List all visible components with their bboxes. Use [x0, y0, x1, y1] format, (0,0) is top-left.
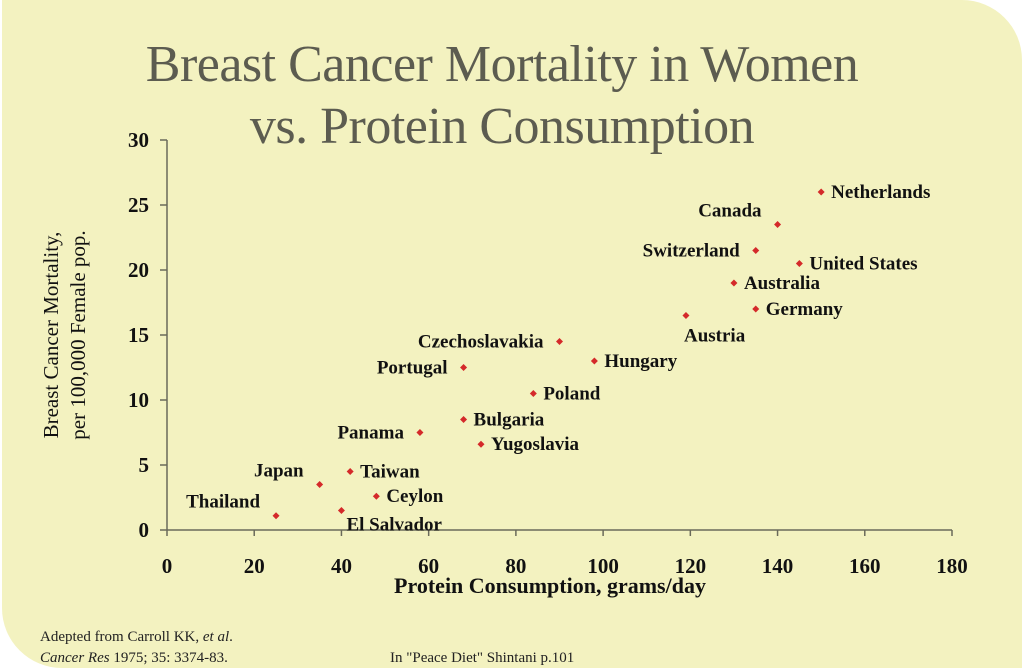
data-point-group: Australia — [730, 273, 820, 294]
data-point-marker — [817, 188, 825, 196]
book-reference: In "Peace Diet" Shintani p.101 — [390, 650, 575, 666]
data-point-group: Bulgaria — [460, 410, 545, 431]
y-tick-label: 5 — [139, 453, 150, 477]
data-point-marker — [460, 416, 468, 423]
x-tick-label: 40 — [331, 554, 352, 578]
source-citation-line-1: Adepted from Carroll KK, et al. — [40, 627, 233, 648]
data-point-label: Bulgaria — [474, 410, 545, 431]
data-point-label: El Salvador — [346, 515, 442, 536]
chart-title-line-2: vs. Protein Consumption — [249, 98, 755, 155]
citation-period: . — [229, 629, 233, 645]
data-point-label: Austria — [684, 326, 746, 347]
data-point-marker — [590, 357, 598, 365]
data-points: Netherlands Canada Switzerland United State… — [186, 182, 930, 536]
data-point-label: Thailand — [186, 492, 260, 513]
data-point-marker — [316, 481, 324, 488]
data-point-label: Netherlands — [831, 182, 930, 203]
x-tick-label: 160 — [849, 554, 881, 578]
data-point-marker — [372, 492, 380, 500]
data-point-label: Japan — [254, 461, 304, 482]
data-point-group: Germany — [752, 299, 843, 320]
y-tick-label: 20 — [128, 258, 149, 282]
data-point-marker — [795, 260, 803, 267]
data-point-label: Canada — [698, 201, 762, 222]
x-tick-label: 140 — [762, 554, 794, 578]
data-point-group: Switzerland — [643, 241, 760, 262]
citation-journal: Cancer Res — [40, 650, 110, 666]
data-point-label: Yugoslavia — [491, 434, 579, 455]
data-point-marker — [272, 512, 280, 520]
data-point-marker — [682, 312, 690, 319]
y-axis-title: Breast Cancer Mortality, per 100,000 Fem… — [39, 230, 90, 439]
y-axis-title-line-2: per 100,000 Female pop. — [66, 230, 90, 439]
data-point-marker — [752, 305, 760, 313]
data-point-group: Portugal — [377, 358, 468, 379]
data-point-label: Australia — [744, 273, 821, 294]
data-point-group: Poland — [529, 384, 601, 405]
data-point-group: Panama — [337, 423, 424, 444]
y-axis-title-line-1: Breast Cancer Mortality, — [39, 232, 63, 439]
data-point-group: Yugoslavia — [477, 434, 579, 455]
source-citation-line-2: Cancer Res 1975; 35: 3374-83. — [40, 648, 233, 669]
x-axis-title: Protein Consumption, grams/day — [394, 573, 706, 598]
data-point-group: Hungary — [590, 351, 678, 372]
data-point-group: Canada — [698, 201, 782, 228]
data-point-marker — [730, 279, 738, 287]
data-point-group: Taiwan — [346, 462, 420, 483]
chart-title: Breast Cancer Mortality in Women vs. Pro… — [2, 34, 1002, 158]
data-point-group: Netherlands — [817, 182, 930, 203]
axes: 0 20 40 60 80 100 120 140 160 180 0 5 10 15 20 25 30 — [128, 128, 968, 578]
source-citation: Adepted from Carroll KK, et al. Cancer R… — [40, 627, 233, 669]
data-point-marker — [337, 507, 345, 514]
x-tick-label: 80 — [505, 554, 526, 578]
y-tick-label: 0 — [139, 518, 150, 542]
data-point-marker — [477, 440, 485, 448]
data-point-label: Portugal — [377, 358, 448, 379]
y-tick-label: 10 — [128, 388, 149, 412]
x-tick-label: 20 — [244, 554, 265, 578]
x-tick-label: 120 — [675, 554, 707, 578]
data-point-marker — [774, 221, 782, 228]
chart-title-line-1: Breast Cancer Mortality in Women — [145, 36, 859, 93]
x-tick-label: 180 — [936, 554, 968, 578]
data-point-label: Poland — [543, 384, 600, 405]
x-tick-label: 60 — [418, 554, 439, 578]
citation-et-al: et al — [202, 629, 230, 645]
x-tick-label: 0 — [162, 554, 173, 578]
data-point-marker — [529, 390, 537, 397]
data-point-label: Ceylon — [386, 486, 443, 507]
data-point-marker — [460, 364, 468, 371]
y-tick-label: 25 — [128, 193, 149, 217]
data-point-group: Ceylon — [372, 486, 444, 507]
data-point-group: Austria — [682, 312, 746, 347]
data-point-group: El Salvador — [337, 507, 443, 536]
data-point-label: Czechoslavakia — [418, 332, 544, 353]
y-tick-label: 30 — [128, 128, 149, 152]
data-point-label: United States — [809, 254, 917, 275]
data-point-label: Panama — [337, 423, 404, 444]
citation-volume: 1975; 35: 3374-83. — [109, 650, 228, 666]
citation-authors: Adepted from Carroll KK, — [40, 629, 203, 645]
data-point-label: Taiwan — [360, 462, 420, 483]
data-point-label: Hungary — [604, 351, 677, 372]
x-tick-label: 100 — [587, 554, 619, 578]
data-point-marker — [346, 468, 354, 475]
data-point-marker — [556, 338, 563, 345]
data-point-label: Germany — [766, 299, 844, 320]
data-point-marker — [416, 429, 424, 436]
data-point-label: Switzerland — [643, 241, 741, 262]
data-point-group: Thailand — [186, 492, 280, 520]
data-point-marker — [752, 247, 760, 254]
y-tick-label: 15 — [128, 323, 149, 347]
data-point-group: United States — [795, 254, 918, 275]
data-point-group: Japan — [254, 461, 324, 488]
data-point-group: Czechoslavakia — [418, 332, 563, 353]
